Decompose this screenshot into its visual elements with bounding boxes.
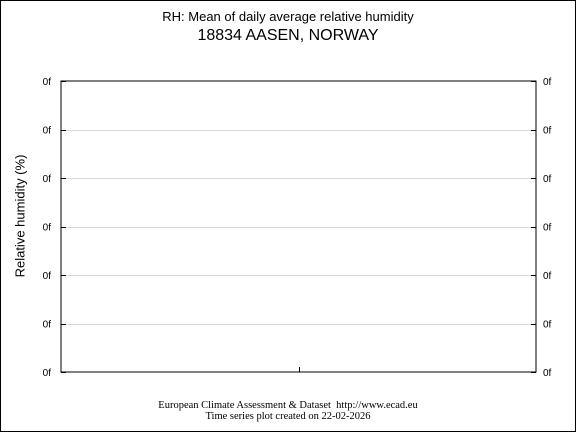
y-tick-label-left: 0f [43, 368, 52, 379]
plot-area [60, 80, 537, 373]
y-tick-label-right: 0f [543, 77, 552, 88]
y-tick-label-left: 0f [43, 77, 52, 88]
y-tick-label-right: 0f [543, 126, 552, 137]
chart-title: RH: Mean of daily average relative humid… [162, 9, 414, 24]
y-tick-label-right: 0f [543, 223, 552, 234]
y-tick-label-left: 0f [43, 271, 52, 282]
y-tick-label-left: 0f [43, 126, 52, 137]
chart-subtitle: 18834 AASEN, NORWAY [197, 27, 379, 44]
footer-created-date: Time series plot created on 22-02-2026 [205, 411, 371, 422]
y-tick-label-right: 0f [543, 368, 552, 379]
y-tick-label-left: 0f [43, 320, 52, 331]
y-tick-labels-right: 0f 0f 0f 0f 0f 0f 0f [543, 77, 552, 379]
ticks [61, 81, 536, 373]
y-tick-label-right: 0f [543, 271, 552, 282]
y-tick-label-left: 0f [43, 174, 52, 185]
y-tick-label-right: 0f [543, 174, 552, 185]
footer-source: European Climate Assessment & Dataset ht… [158, 400, 418, 411]
gridlines [61, 130, 536, 325]
y-tick-label-left: 0f [43, 223, 52, 234]
y-tick-labels-left: 0f 0f 0f 0f 0f 0f 0f [43, 77, 52, 379]
y-axis-label: Relative humidity (%) [12, 154, 28, 278]
y-tick-label-right: 0f [543, 320, 552, 331]
